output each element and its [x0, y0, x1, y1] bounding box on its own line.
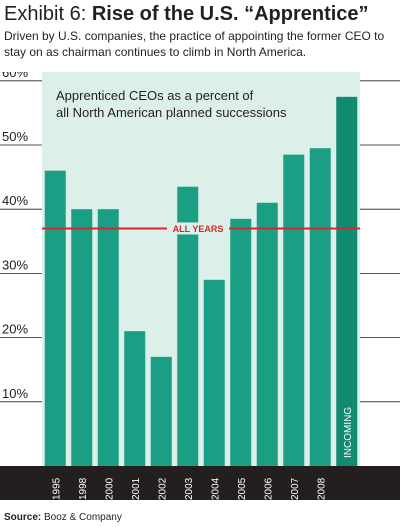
chart-subtitle: Driven by U.S. companies, the practice o… — [4, 29, 385, 59]
exhibit-label: Exhibit 6: — [4, 3, 92, 25]
bar — [124, 331, 146, 466]
x-tick-label: 2001 — [131, 477, 142, 500]
y-tick-label: 20% — [2, 322, 28, 337]
y-tick-label: 50% — [2, 129, 28, 144]
bar-chart: 10% 20% 30% 40% 50% 60% ALL YEARS Apprenticed… — [0, 72, 400, 500]
x-tick-label: 2003 — [184, 477, 195, 500]
bar — [256, 202, 278, 466]
x-tick-label: 2005 — [237, 477, 248, 500]
x-tick-label: 2002 — [157, 477, 168, 500]
x-tick-label: 2007 — [290, 477, 301, 500]
y-tick-label: 30% — [2, 257, 28, 272]
reference-label-bg — [167, 222, 229, 235]
source-label: Source: — [4, 512, 42, 523]
reference-line-group: ALL YEARS — [42, 222, 360, 235]
x-tick-label: 2008 — [316, 477, 327, 500]
x-label-incoming: INCOMING — [343, 407, 354, 458]
source-text: Booz & Company — [44, 512, 122, 523]
x-axis-labels: 1995 1998 2000 2001 2002 2003 2004 2005 2006 2007… — [51, 407, 354, 500]
y-tick-label: 10% — [2, 386, 28, 401]
y-tick-label: 40% — [2, 193, 28, 208]
bar — [283, 154, 305, 466]
bar — [309, 148, 331, 466]
bar — [71, 209, 93, 466]
source-note: Source: Booz & Company — [4, 512, 122, 524]
bar — [177, 186, 199, 466]
bar — [230, 218, 252, 466]
chart-title-row: Exhibit 6: Rise of the U.S. “Apprentice” — [4, 2, 396, 26]
x-tick-label: 2000 — [104, 477, 115, 500]
bar — [203, 279, 225, 466]
bar — [97, 209, 119, 466]
bar-incoming — [336, 96, 358, 466]
x-tick-label: 1998 — [78, 477, 89, 500]
reference-line-label: ALL YEARS — [173, 224, 224, 234]
y-axis-ticks: 10% 20% 30% 40% 50% 60% — [2, 72, 28, 401]
x-tick-label: 2006 — [263, 477, 274, 500]
chart-caption: all North American planned successions — [56, 105, 287, 120]
bars — [44, 96, 358, 466]
y-tick-label: 60% — [2, 72, 28, 80]
x-axis-band — [0, 466, 400, 500]
chart-title: Rise of the U.S. “Apprentice” — [91, 3, 369, 25]
bar — [44, 170, 66, 466]
plot-background — [42, 72, 360, 467]
x-tick-label: 2004 — [210, 477, 221, 500]
chart-caption: Apprenticed CEOs as a percent of — [56, 88, 254, 103]
bar — [150, 356, 172, 466]
x-tick-label: 1995 — [51, 477, 62, 500]
